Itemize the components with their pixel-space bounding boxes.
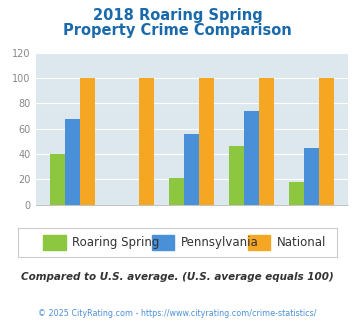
Bar bbox=[43, 235, 66, 250]
Bar bbox=[304, 148, 319, 205]
Bar bbox=[259, 78, 274, 205]
Bar bbox=[169, 178, 184, 205]
Text: Roaring Spring: Roaring Spring bbox=[72, 236, 159, 249]
Text: Pennsylvania: Pennsylvania bbox=[181, 236, 258, 249]
Bar bbox=[152, 235, 174, 250]
Text: Property Crime Comparison: Property Crime Comparison bbox=[63, 23, 292, 38]
Bar bbox=[50, 154, 65, 205]
Bar bbox=[244, 111, 259, 205]
Text: © 2025 CityRating.com - https://www.cityrating.com/crime-statistics/: © 2025 CityRating.com - https://www.city… bbox=[38, 309, 317, 317]
Text: 2018 Roaring Spring: 2018 Roaring Spring bbox=[93, 8, 262, 23]
Bar bbox=[80, 78, 94, 205]
Bar bbox=[319, 78, 334, 205]
Bar bbox=[140, 78, 154, 205]
Bar bbox=[199, 78, 214, 205]
Text: Compared to U.S. average. (U.S. average equals 100): Compared to U.S. average. (U.S. average … bbox=[21, 272, 334, 282]
Bar bbox=[289, 182, 304, 205]
Bar bbox=[65, 118, 80, 205]
Bar bbox=[248, 235, 270, 250]
Bar bbox=[184, 134, 199, 205]
Text: National: National bbox=[277, 236, 326, 249]
Bar bbox=[229, 147, 244, 205]
